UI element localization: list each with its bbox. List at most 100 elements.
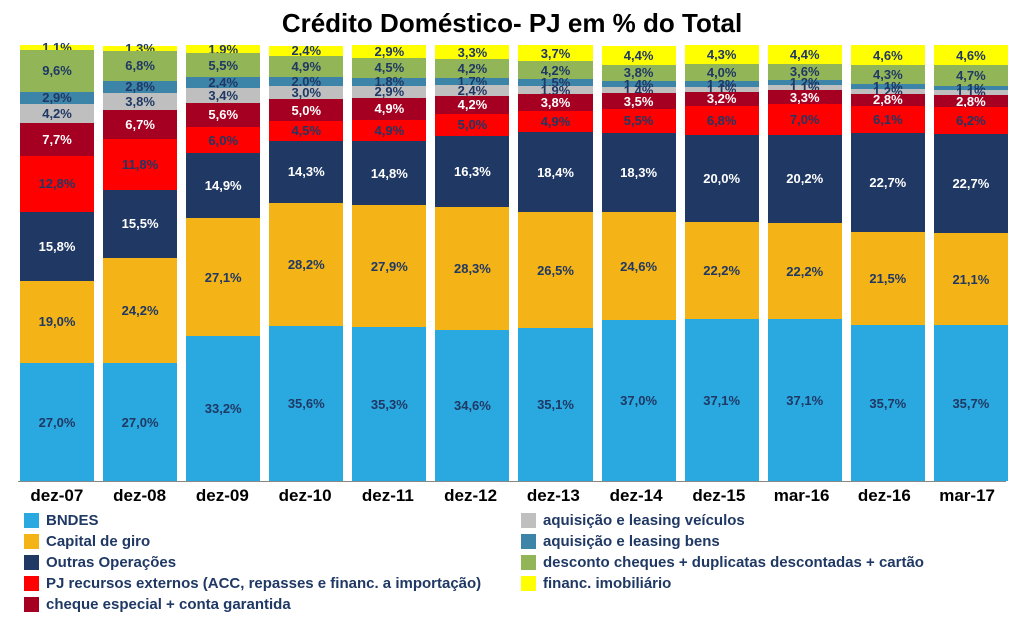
bar-mar-16: 37,1%22,2%20,2%7,0%3,3%1,1%1,2%3,6%4,4%	[768, 45, 842, 481]
seg-bndes: 37,1%	[685, 319, 759, 481]
seg-cheque_esp: 6,7%	[103, 110, 177, 139]
seg-label: 7,0%	[790, 113, 820, 126]
seg-desc_cheq: 5,5%	[186, 53, 260, 77]
seg-label: 27,9%	[371, 260, 408, 273]
xlabel: dez-10	[268, 486, 342, 506]
seg-outras_op: 22,7%	[934, 134, 1008, 233]
seg-label: 6,2%	[956, 114, 986, 127]
seg-pj_ext: 4,9%	[352, 120, 426, 141]
seg-pj_ext: 11,8%	[103, 139, 177, 190]
seg-cheque_esp: 7,7%	[20, 123, 94, 157]
bar-dez-10: 35,6%28,2%14,3%4,5%5,0%3,0%2,0%4,9%2,4%	[269, 45, 343, 481]
seg-fin_imob: 4,3%	[685, 45, 759, 64]
seg-label: 27,0%	[39, 416, 76, 429]
xlabel: dez-08	[103, 486, 177, 506]
legend-label: financ. imobiliário	[543, 575, 671, 592]
seg-cheque_esp: 4,2%	[435, 96, 509, 114]
seg-label: 4,2%	[42, 107, 72, 120]
legend-item-outras_op: Outras Operações	[24, 554, 503, 571]
seg-label: 21,1%	[952, 273, 989, 286]
seg-label: 37,1%	[703, 394, 740, 407]
seg-label: 24,2%	[122, 304, 159, 317]
seg-aq_veic: 2,9%	[352, 86, 426, 99]
seg-capital_giro: 21,1%	[934, 233, 1008, 325]
seg-label: 2,9%	[375, 85, 405, 98]
seg-label: 2,8%	[125, 80, 155, 93]
seg-label: 7,7%	[42, 133, 72, 146]
seg-outras_op: 18,3%	[602, 133, 676, 213]
bar-dez-08: 27,0%24,2%15,5%11,8%6,7%3,8%2,8%6,8%1,3%	[103, 45, 177, 481]
seg-outras_op: 14,8%	[352, 141, 426, 206]
legend-item-desc_cheq: desconto cheques + duplicatas descontada…	[521, 554, 1000, 571]
seg-label: 4,4%	[790, 48, 820, 61]
seg-pj_ext: 12,8%	[20, 156, 94, 212]
seg-label: 6,8%	[707, 114, 737, 127]
seg-fin_imob: 3,3%	[435, 45, 509, 59]
legend-item-aq_bens: aquisição e leasing bens	[521, 533, 1000, 550]
seg-label: 5,0%	[458, 118, 488, 131]
seg-label: 21,5%	[869, 272, 906, 285]
seg-label: 20,0%	[703, 172, 740, 185]
seg-cheque_esp: 2,8%	[934, 95, 1008, 107]
xlabel: dez-15	[682, 486, 756, 506]
seg-outras_op: 18,4%	[518, 132, 592, 212]
seg-label: 4,9%	[375, 102, 405, 115]
seg-aq_veic: 3,4%	[186, 88, 260, 103]
seg-cheque_esp: 3,2%	[685, 92, 759, 106]
bar-dez-15: 37,1%22,2%20,0%6,8%3,2%1,1%1,3%4,0%4,3%	[685, 45, 759, 481]
legend-swatch	[521, 576, 536, 591]
legend-swatch	[24, 555, 39, 570]
seg-label: 4,4%	[624, 49, 654, 62]
seg-label: 6,1%	[873, 113, 903, 126]
seg-pj_ext: 7,0%	[768, 104, 842, 134]
seg-label: 27,1%	[205, 271, 242, 284]
seg-capital_giro: 27,1%	[186, 218, 260, 336]
seg-label: 3,8%	[125, 95, 155, 108]
seg-outras_op: 15,5%	[103, 190, 177, 258]
legend-item-bndes: BNDES	[24, 512, 503, 529]
legend: BNDESaquisição e leasing veículosCapital…	[18, 512, 1006, 613]
seg-aq_veic: 1,9%	[518, 86, 592, 94]
seg-label: 5,5%	[208, 59, 238, 72]
seg-label: 3,2%	[707, 92, 737, 105]
seg-label: 26,5%	[537, 264, 574, 277]
plot-area: 27,0%19,0%15,8%12,8%7,7%4,2%2,9%9,6%1,1%…	[18, 45, 1010, 481]
seg-capital_giro: 26,5%	[518, 212, 592, 328]
legend-label: BNDES	[46, 512, 99, 529]
seg-capital_giro: 19,0%	[20, 281, 94, 364]
seg-outras_op: 22,7%	[851, 133, 925, 232]
seg-label: 15,8%	[39, 240, 76, 253]
seg-capital_giro: 28,2%	[269, 203, 343, 326]
seg-label: 5,5%	[624, 114, 654, 127]
seg-fin_imob: 1,9%	[186, 45, 260, 53]
seg-bndes: 35,3%	[352, 327, 426, 481]
bar-dez-11: 35,3%27,9%14,8%4,9%4,9%2,9%1,8%4,5%2,9%	[352, 45, 426, 481]
seg-label: 11,8%	[122, 158, 158, 171]
legend-label: desconto cheques + duplicatas descontada…	[543, 554, 924, 571]
seg-label: 35,6%	[288, 397, 325, 410]
bar-dez-13: 35,1%26,5%18,4%4,9%3,8%1,9%1,5%4,2%3,7%	[518, 45, 592, 481]
seg-label: 2,8%	[873, 93, 903, 106]
seg-label: 28,2%	[288, 258, 325, 271]
seg-bndes: 27,0%	[103, 363, 177, 481]
bar-dez-14: 37,0%24,6%18,3%5,5%3,5%1,4%1,4%3,8%4,4%	[602, 45, 676, 481]
seg-label: 37,1%	[786, 394, 823, 407]
seg-label: 2,9%	[42, 91, 72, 104]
seg-label: 20,2%	[786, 172, 823, 185]
legend-swatch	[521, 534, 536, 549]
legend-swatch	[24, 576, 39, 591]
seg-label: 3,5%	[624, 95, 654, 108]
seg-label: 3,8%	[541, 96, 571, 109]
seg-cheque_esp: 2,8%	[851, 94, 925, 106]
seg-label: 6,0%	[208, 134, 238, 147]
seg-label: 34,6%	[454, 399, 491, 412]
seg-label: 4,7%	[956, 69, 986, 82]
seg-pj_ext: 6,8%	[685, 106, 759, 136]
seg-outras_op: 20,2%	[768, 135, 842, 223]
legend-swatch	[521, 555, 536, 570]
legend-swatch	[24, 534, 39, 549]
seg-capital_giro: 27,9%	[352, 205, 426, 327]
seg-label: 15,5%	[122, 217, 159, 230]
seg-label: 14,9%	[205, 179, 242, 192]
xlabel: mar-16	[765, 486, 839, 506]
